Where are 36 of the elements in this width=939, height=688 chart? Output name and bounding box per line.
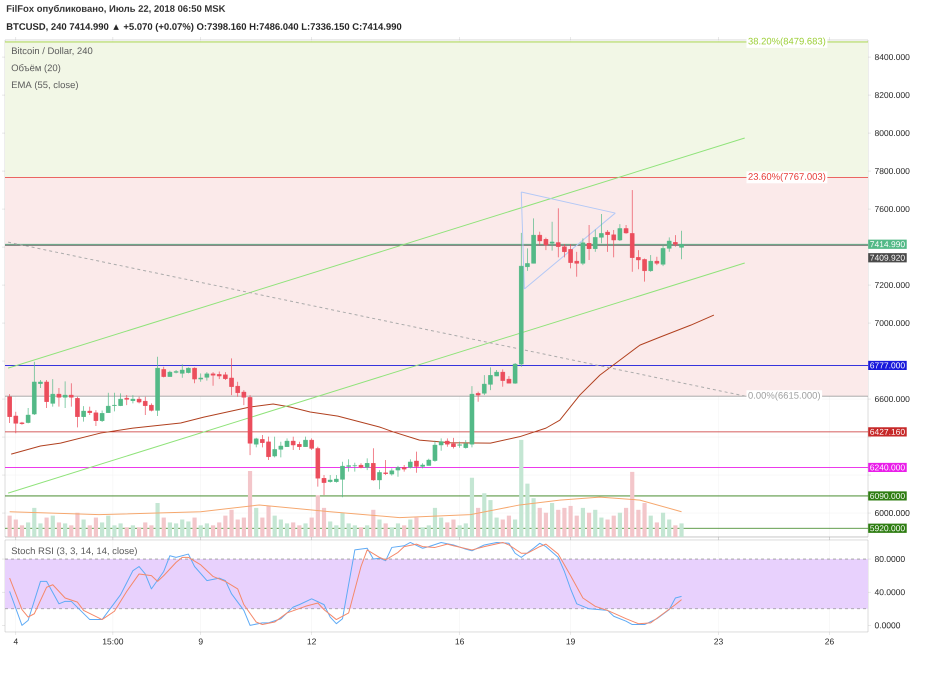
y-tick-label: 8400.000 (874, 54, 910, 60)
x-tick-label: 19 (566, 638, 575, 644)
y-tick-label: 7800.000 (874, 168, 910, 174)
x-tick-label: 9 (198, 638, 203, 644)
chart-subtitle: BTCUSD, 240 7414.990 ▲ +5.070 (+0.07%) O:7398.160 H:7486.040 L:7336.150 C:7414.990 (6, 22, 402, 32)
annotation: Stoch RSI (3, 3, 14, 14, close) (12, 547, 137, 556)
annotation: Объём (20) (12, 64, 60, 74)
y-tick-label: 40.0000 (874, 589, 905, 596)
y-tick-label: 8200.000 (874, 92, 910, 98)
annotation: 38.20%(8479.683) (748, 38, 826, 46)
ref-line-label: 6777.000 (870, 362, 905, 368)
x-tick-label: 4 (14, 638, 18, 644)
x-tick-label: 12 (308, 638, 316, 644)
x-tick-label: 26 (825, 638, 834, 644)
ref-line-label: 6090.000 (870, 492, 905, 499)
ref-line-label: 7414.990 (870, 241, 905, 248)
y-tick-label: 8000.000 (874, 130, 910, 136)
annotation: 0.00%(6615.000) (748, 392, 820, 401)
y-tick-label: 7600.000 (874, 206, 910, 212)
ref-line-label: 7409.920 (870, 254, 905, 261)
annotation: EMA (55, close) (12, 81, 78, 90)
y-tick-label: 7200.000 (874, 282, 910, 288)
chart-title: FilFox опубликовано, Июль 22, 2018 06:50 MSK (6, 4, 226, 14)
x-tick-label: 23 (714, 638, 723, 644)
x-tick-label: 15:00 (102, 638, 124, 644)
y-tick-label: 0.0000 (874, 622, 900, 628)
y-tick-label: 80.0000 (874, 556, 905, 562)
ref-line-label: 6427.160 (870, 428, 905, 435)
y-tick-label: 6600.000 (874, 396, 910, 402)
y-tick-label: 6000.000 (874, 510, 910, 516)
x-tick-label: 16 (456, 638, 464, 644)
annotation: Bitcoin / Dollar, 240 (12, 47, 92, 56)
y-tick-label: 7000.000 (874, 320, 910, 326)
ref-line-label: 5920.000 (870, 525, 905, 532)
ref-line-label: 6240.000 (870, 464, 905, 470)
annotation: 23.60%(7767.003) (748, 172, 826, 182)
